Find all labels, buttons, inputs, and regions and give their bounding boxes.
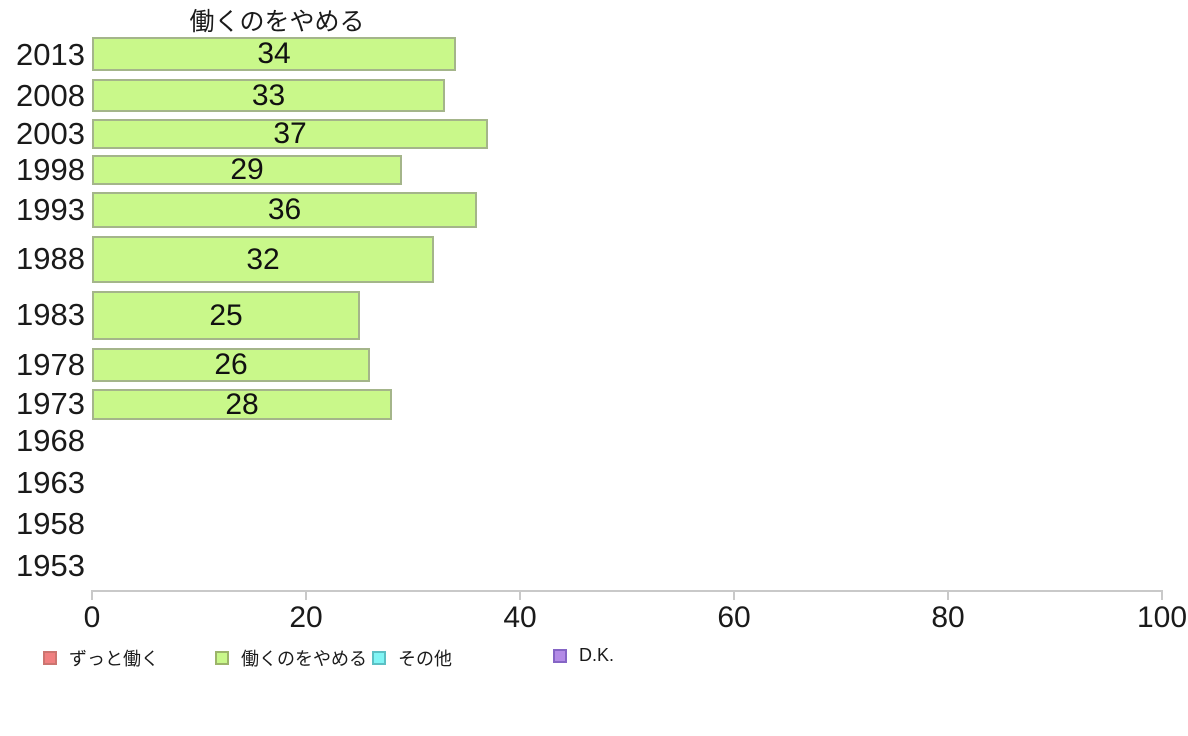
legend-swatch [372, 651, 386, 665]
y-axis-label: 1968 [16, 423, 85, 458]
bar-value-label: 28 [225, 387, 259, 421]
x-axis-tick-label: 100 [1136, 601, 1188, 634]
legend-item[interactable]: その他 [372, 645, 452, 671]
y-axis-label: 1958 [16, 506, 85, 541]
bar-2013[interactable]: 34 [92, 37, 456, 71]
y-axis-label: 1963 [16, 465, 85, 500]
bar-1993[interactable]: 36 [92, 192, 477, 228]
bar-value-label: 37 [273, 117, 307, 150]
legend-label: ずっと働く [69, 649, 159, 669]
bar-value-label: 34 [257, 37, 291, 70]
bar-value-label: 26 [214, 348, 248, 381]
x-axis-tick [1161, 590, 1163, 600]
y-axis-label: 2003 [16, 116, 85, 151]
x-axis-tick-label: 40 [503, 601, 537, 634]
legend-swatch [43, 651, 57, 665]
x-axis-line [92, 590, 1162, 592]
bar-2008[interactable]: 33 [92, 79, 445, 112]
y-axis-label: 1983 [16, 297, 85, 332]
bar-1998[interactable]: 29 [92, 155, 402, 185]
chart-title: 働くのをやめる [189, 8, 365, 36]
x-axis-tick [733, 590, 735, 600]
bar-value-label: 32 [246, 242, 280, 276]
bar-value-label: 36 [267, 193, 302, 226]
legend-swatch [553, 648, 567, 663]
bar-2003[interactable]: 37 [92, 119, 488, 149]
y-axis-label: 1988 [16, 241, 85, 276]
y-axis-label: 1998 [16, 152, 85, 187]
x-axis-tick-label: 20 [289, 601, 323, 634]
bar-value-label: 25 [209, 298, 243, 332]
legend-label: その他 [398, 649, 452, 669]
bar-1978[interactable]: 26 [92, 348, 370, 382]
legend-label: D.K. [579, 645, 615, 665]
legend-item[interactable]: 働くのをやめる [215, 645, 367, 671]
bar-1973[interactable]: 28 [92, 389, 392, 420]
y-axis-label: 1993 [16, 192, 85, 227]
legend-swatch [215, 651, 229, 665]
bar-1983[interactable]: 25 [92, 291, 360, 340]
bar-1988[interactable]: 32 [92, 236, 434, 283]
x-axis-tick [947, 590, 949, 600]
legend-label: 働くのをやめる [241, 649, 367, 669]
x-axis-tick-label: 60 [717, 601, 751, 634]
bar-value-label: 29 [230, 153, 264, 186]
x-axis-tick-label: 0 [83, 601, 101, 634]
y-axis-label: 1978 [16, 347, 85, 382]
y-axis-label: 1973 [16, 386, 85, 421]
x-axis-tick [519, 590, 521, 600]
y-axis-label: 2013 [16, 37, 85, 72]
x-axis-tick [305, 590, 307, 600]
x-axis-tick [91, 590, 93, 600]
y-axis-label: 1953 [16, 548, 85, 583]
bar-value-label: 33 [251, 78, 286, 112]
y-axis-label: 2008 [16, 78, 85, 113]
x-axis-tick-label: 80 [931, 601, 965, 634]
legend-item[interactable]: D.K. [553, 645, 614, 666]
legend-item[interactable]: ずっと働く [43, 645, 159, 671]
